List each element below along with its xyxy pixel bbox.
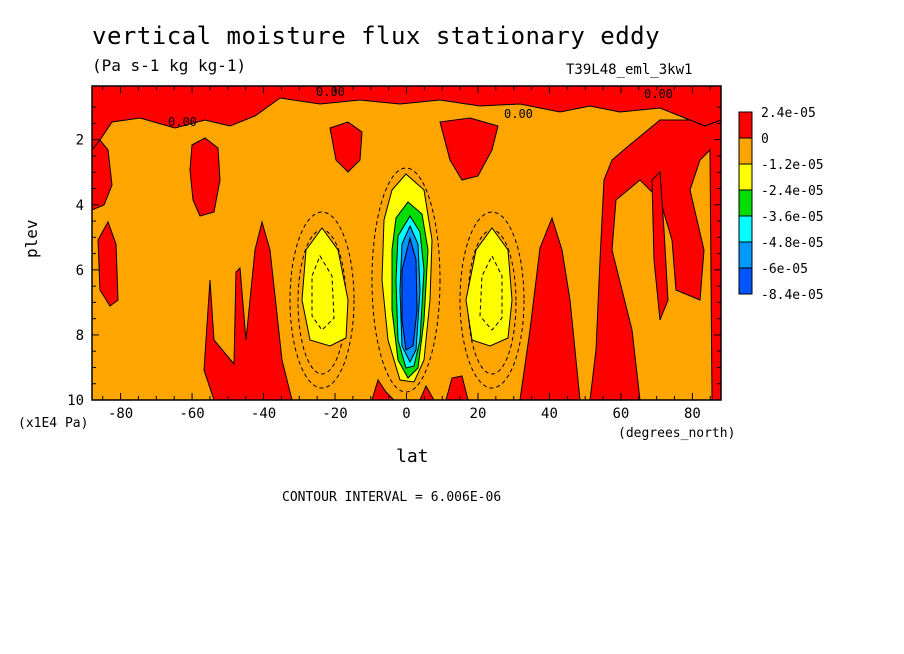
y-tick-label: 4 — [76, 198, 84, 214]
colorbar-swatch — [738, 111, 753, 139]
x-tick-label: -80 — [108, 406, 133, 422]
colorbar-label: 0 — [761, 132, 769, 147]
left-edge-positive — [92, 139, 113, 211]
units-label: (Pa s-1 kg kg-1) — [92, 56, 247, 75]
colorbar-swatch — [738, 215, 753, 243]
positive-region-sh-upper — [189, 137, 221, 217]
colorbar-label: -6e-05 — [761, 262, 808, 277]
equatorial-core-blue — [401, 236, 418, 351]
positive-region-sh-mid-upper — [329, 121, 363, 173]
positive-region-nh-mid-upper — [439, 117, 499, 181]
negative-core-inner-nh — [479, 254, 503, 331]
colorbar-swatch — [738, 163, 753, 191]
x-axis: -80 -60 -40 -20 0 20 40 60 80 — [102, 86, 711, 422]
positive-strip-nh-high — [651, 170, 669, 321]
zero-label: 0.00 — [316, 85, 345, 99]
y-tick-label: 6 — [76, 263, 84, 279]
negative-core-inner-sh — [311, 254, 335, 331]
chart-title: vertical moisture flux stationary eddy — [92, 22, 661, 50]
x-tick-label: -40 — [251, 406, 276, 422]
x-unit-label: (degrees_north) — [618, 426, 736, 441]
y-tick-label: 2 — [76, 133, 84, 149]
colorbar-label: 2.4e-05 — [761, 106, 816, 121]
positive-region-sh-lower — [203, 220, 293, 400]
colorbar-label: -4.8e-05 — [761, 236, 824, 251]
positive-region-nh-lower — [519, 216, 581, 400]
colorbar-label: -8.4e-05 — [761, 288, 824, 303]
y-axis: 2 4 6 8 10 — [67, 106, 721, 409]
x-tick-label: 60 — [613, 406, 630, 422]
x-tick-label: 40 — [541, 406, 558, 422]
colorbar-swatch — [738, 241, 753, 269]
x-tick-label: 20 — [470, 406, 487, 422]
colorbar-swatch — [738, 189, 753, 217]
x-tick-label: 80 — [684, 406, 701, 422]
zero-label: 0.00 — [168, 115, 197, 129]
colorbar: 2.4e-05 0 -1.2e-05 -2.4e-05 -3.6e-05 -4.8e-05… — [738, 106, 824, 303]
colorbar-label: -1.2e-05 — [761, 158, 824, 173]
x-axis-label: lat — [396, 446, 429, 467]
plot-area: 0.00 0.00 0.00 0.00 — [92, 85, 721, 400]
colorbar-label: -3.6e-05 — [761, 210, 824, 225]
colorbar-swatch — [738, 267, 753, 295]
negative-core-nh — [465, 227, 513, 347]
zero-label: 0.00 — [504, 107, 533, 121]
positive-region-far-sh — [97, 220, 119, 307]
zero-label: 0.00 — [644, 87, 673, 101]
y-tick-label: 8 — [76, 328, 84, 344]
y-tick-label: 10 — [67, 393, 84, 409]
contour-interval-text: CONTOUR INTERVAL = 6.006E-06 — [282, 490, 502, 505]
positive-region-near-equator — [371, 375, 469, 400]
colorbar-swatch — [738, 137, 753, 165]
x-tick-label: 0 — [402, 406, 410, 422]
x-tick-label: -20 — [322, 406, 347, 422]
colorbar-label: -2.4e-05 — [761, 184, 824, 199]
zero-contour-labels: 0.00 0.00 0.00 0.00 — [168, 85, 673, 129]
run-label: T39L48_eml_3kw1 — [566, 62, 693, 78]
y-unit-label: (x1E4 Pa) — [18, 416, 89, 431]
negative-core-sh — [301, 227, 349, 347]
x-tick-label: -60 — [179, 406, 204, 422]
